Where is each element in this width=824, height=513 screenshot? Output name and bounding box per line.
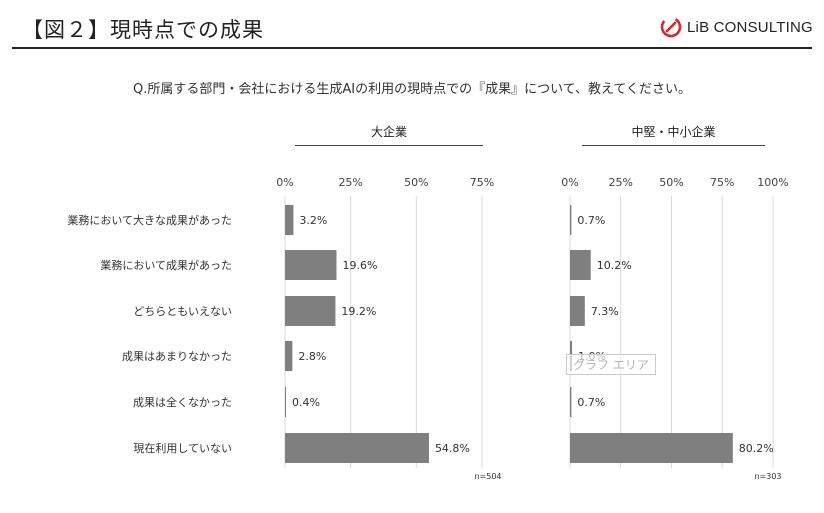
value-label: 10.2% bbox=[597, 259, 632, 272]
chart-area-watermark: グラフ エリア bbox=[566, 354, 656, 375]
survey-question: Q.所属する部門・会社における生成AIの利用の現時点での『成果』について、教えて… bbox=[132, 82, 691, 97]
bar-large-0 bbox=[285, 205, 294, 235]
logo-text: LiB CONSULTING bbox=[687, 18, 813, 36]
category-labels: 業務において大きな成果があった業務において成果があったどちらともいえない成果はあ… bbox=[67, 213, 232, 455]
category-label: 業務において大きな成果があった bbox=[67, 213, 232, 227]
bar-large-1 bbox=[285, 250, 337, 280]
panel-rule-large-enterprise bbox=[295, 145, 483, 146]
bar-sme-1 bbox=[570, 250, 591, 280]
tick-label: 75% bbox=[470, 176, 494, 189]
bar-sme-0 bbox=[570, 205, 572, 235]
value-label: 0.7% bbox=[577, 396, 605, 409]
tick-label: 0% bbox=[276, 176, 293, 189]
header-divider bbox=[12, 47, 812, 49]
company-logo: LiB CONSULTING bbox=[660, 16, 813, 38]
value-label: 0.7% bbox=[577, 214, 605, 227]
category-label: 業務において成果があった bbox=[100, 258, 232, 272]
category-label: どちらともいえない bbox=[133, 305, 232, 318]
value-label: 19.6% bbox=[342, 259, 377, 272]
bar-sme-2 bbox=[570, 296, 585, 326]
tick-label: 25% bbox=[338, 176, 362, 189]
bar-sme-5 bbox=[570, 433, 733, 463]
category-label: 成果はあまりなかった bbox=[122, 350, 232, 363]
category-label: 現在利用していない bbox=[133, 442, 232, 455]
tick-label: 50% bbox=[404, 176, 428, 189]
bar-large-4 bbox=[285, 387, 287, 417]
tick-label: 100% bbox=[757, 176, 788, 189]
tick-label: 25% bbox=[609, 176, 633, 189]
value-label: 2.8% bbox=[298, 350, 326, 363]
bar-sme-4 bbox=[570, 387, 572, 417]
value-label: 19.2% bbox=[341, 305, 376, 318]
panel-title-sme: 中堅・中小企業 bbox=[631, 125, 716, 139]
chart-panel-large-enterprise: 0% 25% 50% 75% 3.2% 19.6% 19.2% 2.8% 0.4% 54.8% n=… bbox=[276, 176, 501, 481]
value-label: 80.2% bbox=[739, 442, 774, 455]
bar-large-2 bbox=[285, 296, 336, 326]
chart-panel-sme: 0%25%50%75%100%0.7%10.2%7.3%1.0%0.7%80.2… bbox=[561, 176, 788, 481]
tick-label: 0% bbox=[561, 176, 578, 189]
lib-logo-icon bbox=[660, 16, 682, 38]
value-label: 54.8% bbox=[435, 442, 470, 455]
value-label: 3.2% bbox=[299, 214, 327, 227]
value-label: 0.4% bbox=[292, 396, 320, 409]
sample-size-label: n=504 bbox=[474, 472, 501, 481]
page-title: 【図２】現時点での成果 bbox=[22, 18, 264, 42]
value-label: 7.3% bbox=[591, 305, 619, 318]
tick-label: 75% bbox=[710, 176, 734, 189]
sample-size-label: n=303 bbox=[754, 472, 781, 481]
category-label: 成果は全くなかった bbox=[133, 395, 232, 409]
bar-large-3 bbox=[285, 341, 293, 371]
panel-rule-sme bbox=[582, 145, 765, 146]
tick-label: 50% bbox=[659, 176, 683, 189]
bar-large-5 bbox=[285, 433, 429, 463]
panel-title-large-enterprise: 大企業 bbox=[370, 125, 407, 139]
